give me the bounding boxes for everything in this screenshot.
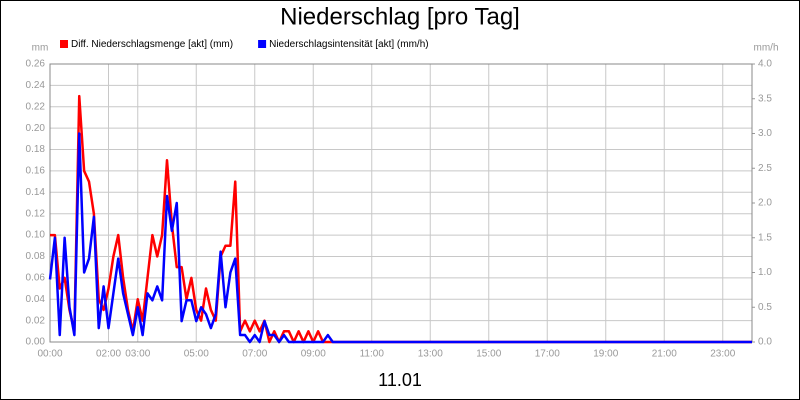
- x-tick-label: 00:00: [37, 349, 62, 360]
- x-tick-label: 11:00: [360, 349, 385, 360]
- y2-tick-label: 3.5: [758, 93, 772, 104]
- y2-tick-label: 1.0: [758, 267, 772, 278]
- x-tick-label: 17:00: [535, 349, 560, 360]
- y2-tick-label: 4.0: [758, 59, 772, 70]
- x-tick-label: 02:00: [96, 349, 121, 360]
- y-tick-label: 0.26: [26, 59, 46, 70]
- legend-swatch: [258, 40, 267, 48]
- x-tick-label: 09:00: [301, 349, 326, 360]
- y-tick-label: 0.02: [26, 315, 46, 326]
- x-tick-label: 13:00: [418, 349, 443, 360]
- x-tick-label: 15:00: [476, 349, 501, 360]
- y-tick-label: 0.08: [26, 251, 46, 262]
- y-tick-label: 0.04: [26, 294, 46, 305]
- y-tick-label: 0.24: [26, 80, 46, 91]
- y2-tick-label: 2.5: [758, 163, 772, 174]
- legend-label: Diff. Niederschlagsmenge [akt] (mm): [71, 39, 233, 50]
- y2-tick-label: 3.0: [758, 128, 772, 139]
- x-axis-label: 11.01: [378, 370, 422, 390]
- y-tick-label: 0.20: [26, 123, 46, 134]
- x-tick-label: 21:00: [652, 349, 677, 360]
- y-axis-label: mm: [32, 43, 49, 54]
- x-tick-label: 19:00: [593, 349, 618, 360]
- y-tick-label: 0.22: [26, 101, 46, 112]
- y-tick-label: 0.18: [26, 144, 46, 155]
- y-tick-label: 0.14: [26, 187, 46, 198]
- y2-tick-label: 2.0: [758, 198, 772, 209]
- y2-tick-label: 1.5: [758, 232, 772, 243]
- x-tick-label: 05:00: [184, 349, 209, 360]
- y-tick-label: 0.00: [26, 337, 46, 348]
- y-tick-label: 0.12: [26, 208, 46, 219]
- y2-axis-label: mm/h: [754, 43, 779, 54]
- x-tick-label: 07:00: [242, 349, 267, 360]
- y2-tick-label: 0.5: [758, 302, 772, 313]
- y-tick-label: 0.10: [26, 230, 46, 241]
- legend-swatch: [60, 40, 68, 48]
- y-tick-label: 0.06: [26, 272, 46, 283]
- x-tick-label: 03:00: [125, 349, 150, 360]
- y2-tick-label: 0.0: [758, 337, 772, 348]
- x-tick-label: 23:00: [710, 349, 735, 360]
- chart-title: Niederschlag [pro Tag]: [280, 3, 520, 30]
- legend-label: Niederschlagsintensität [akt] (mm/h): [269, 39, 429, 50]
- y-tick-label: 0.16: [26, 166, 46, 177]
- series-line: [48, 132, 752, 344]
- plot-area: [50, 64, 752, 342]
